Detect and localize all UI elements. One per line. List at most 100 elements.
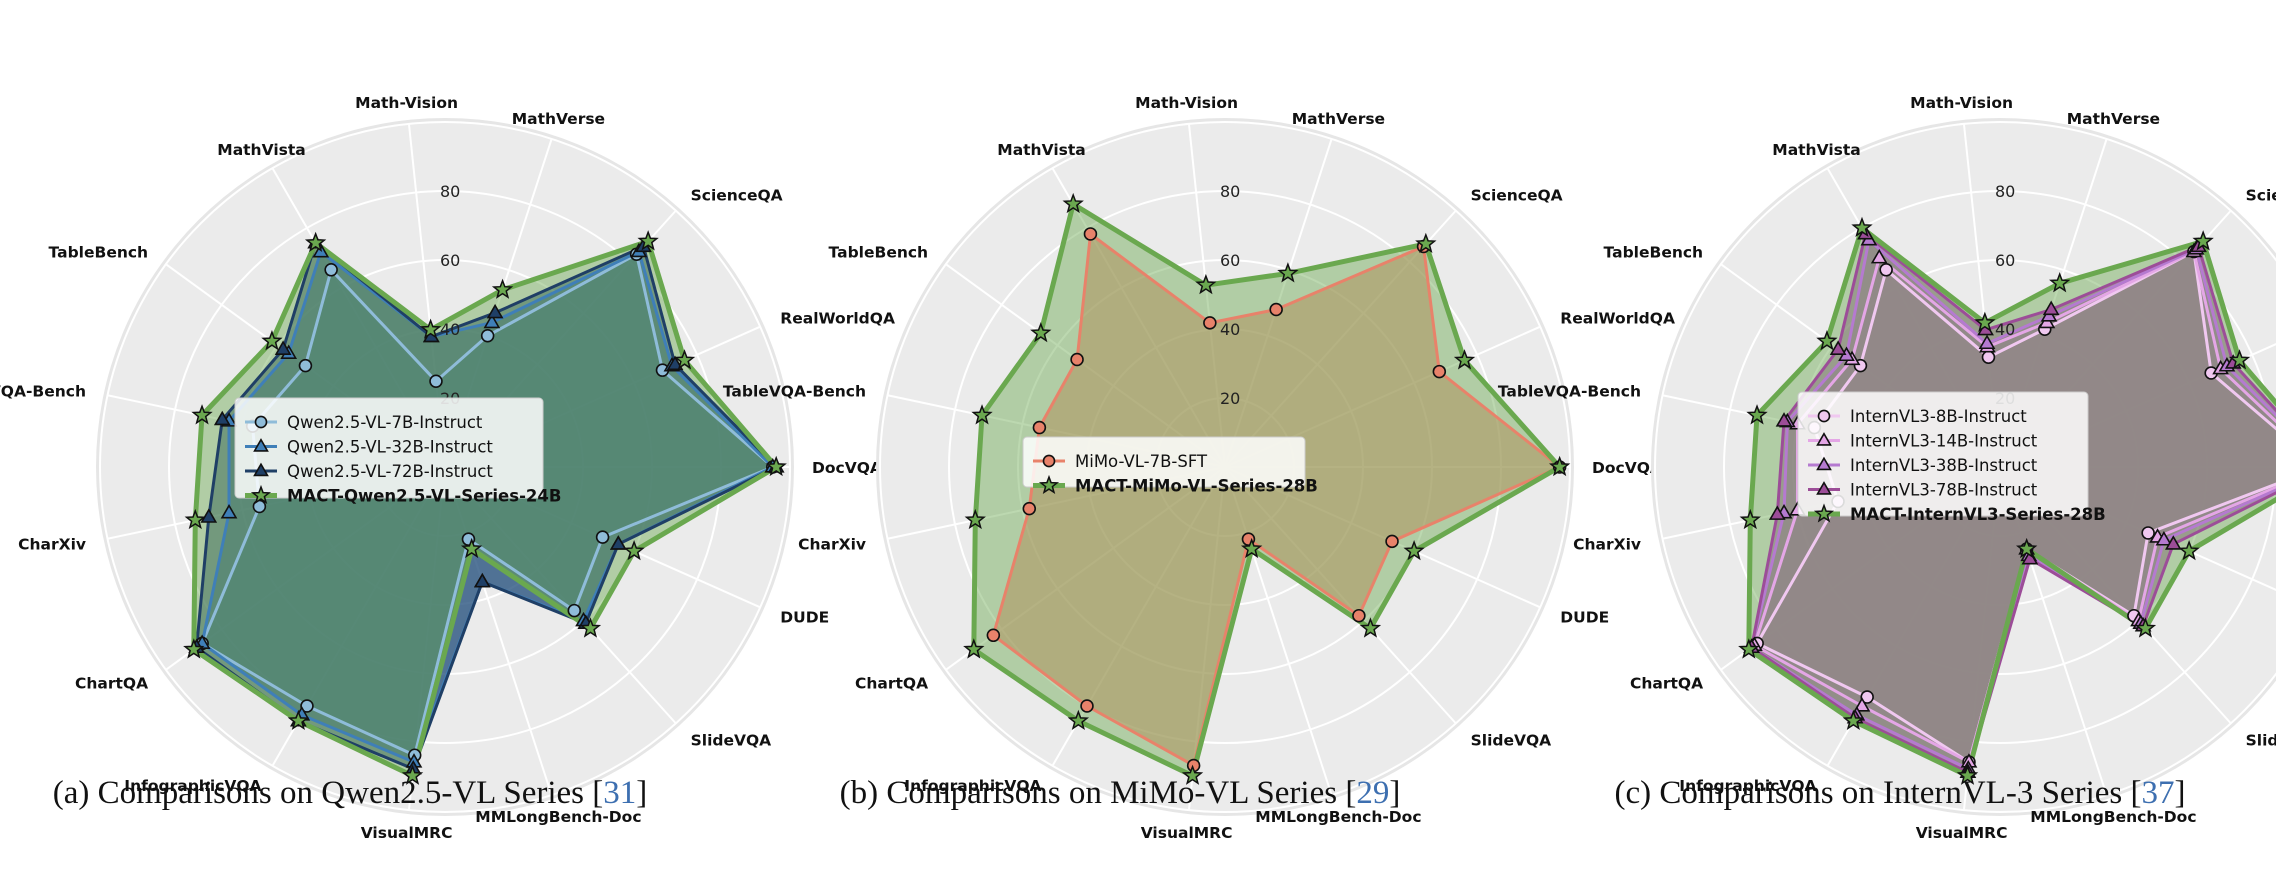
axis-label-dude: DUDE [1560, 608, 1609, 626]
axis-label-infographicvqa: InfographicVQA [1679, 777, 1816, 795]
point-mact-mimo-vl-series-28b-tablebench [1030, 321, 1052, 343]
axis-label-mmlongbench-doc: MMLongBench-Doc [475, 808, 641, 826]
axis-label-math-vision: Math-Vision [1910, 94, 2013, 112]
point-mact-mimo-vl-series-28b-chartqa [963, 638, 985, 659]
legend-label: InternVL3-38B-Instruct [1850, 456, 2038, 475]
tick-label-80: 80 [440, 182, 460, 201]
axis-label-mmlongbench-doc: MMLongBench-Doc [1255, 808, 1421, 826]
point-mact-mimo-vl-series-28b-dude [1403, 539, 1425, 561]
point-qwen2-5-vl-7b-instruct-dude [595, 530, 610, 544]
series-area-mact-mimo-vl-series-28b [973, 204, 1560, 776]
axis-label-tablebench: TableBench [829, 243, 929, 261]
legend-marker [1816, 456, 1832, 471]
point-qwen2-5-vl-7b-instruct-slidevqa [567, 603, 582, 618]
point-mact-internvl3-series-28b-visualmrc [1956, 764, 1979, 785]
axis-label-docvqa: DocVQA [1592, 459, 1662, 477]
axis-label-visualmrc: VisualMRC [1141, 824, 1233, 842]
point-internvl3-14b-instruct-mathvista [1870, 248, 1888, 264]
point-internvl3-78b-instruct-mmlongbench-doc [2021, 549, 2039, 565]
point-qwen2-5-vl-7b-instruct-mathvista [324, 263, 338, 277]
point-mact-mimo-vl-series-28b-slidevqa [1359, 617, 1382, 638]
point-internvl3-78b-instruct-tablevqa-bench [1775, 412, 1793, 427]
point-mact-internvl3-series-28b-dude [2178, 539, 2200, 561]
point-qwen2-5-vl-32b-instruct-charxiv [220, 503, 238, 519]
point-mact-internvl3-series-28b-scienceqa [2192, 230, 2214, 251]
caption-a-text: (a) Comparisons on Qwen2.5-VL Series [52, 775, 584, 811]
point-mimo-vl-7b-sft-realworldqa [1432, 364, 1447, 379]
legend-label: InternVL3-78B-Instruct [1850, 481, 2038, 500]
point-mact-internvl3-series-28b-charxiv [1739, 508, 1761, 530]
axis-label-docvqa: DocVQA [812, 459, 882, 477]
point-mact-mimo-vl-series-28b-math-vision [1195, 273, 1217, 295]
legend-marker [1816, 481, 1832, 495]
legend-label: MACT-InternVL3-Series-28B [1850, 505, 2106, 524]
axis-label-tablevqa-bench: TableVQA-Bench [723, 383, 866, 401]
tick-label-60: 60 [440, 251, 460, 270]
point-internvl3-8b-instruct-infographicvqa [1860, 690, 1874, 704]
point-internvl3-78b-instruct-dude [2164, 535, 2182, 550]
legend-entry-qwen2-5-vl-32b-instruct: Qwen2.5-VL-32B-Instruct [245, 438, 493, 457]
axis-label-scienceqa: ScienceQA [1471, 186, 1563, 204]
tick-label-20: 20 [1220, 389, 1240, 408]
point-mact-internvl3-series-28b-realworldqa [2228, 349, 2251, 370]
point-mact-internvl3-series-28b-chartqa [1738, 638, 1760, 659]
point-internvl3-8b-instruct-mathvista [1879, 263, 1893, 277]
axis-label-mathvista: MathVista [217, 141, 305, 159]
point-qwen2-5-vl-72b-instruct-charxiv [200, 508, 218, 523]
point-mact-mimo-vl-series-28b-scienceqa [1415, 232, 1437, 254]
legend-label: InternVL3-14B-Instruct [1850, 432, 2038, 451]
point-mact-qwen2-5-vl-series-24b-slidevqa [579, 617, 602, 638]
point-qwen2-5-vl-7b-instruct-math-vision [429, 374, 443, 388]
point-mact-qwen2-5-vl-series-24b-math-vision [419, 318, 442, 339]
axis-label-infographicvqa: InfographicVQA [904, 777, 1041, 795]
point-internvl3-78b-instruct-tablebench [1829, 340, 1847, 355]
caption-b-text: (b) Comparisons on MiMo-VL Series [839, 775, 1338, 811]
caption-c-text: (c) Comparisons on InternVL-3 Series [1614, 775, 2123, 811]
point-mact-qwen2-5-vl-series-24b-tablevqa-bench [191, 404, 213, 425]
point-mact-qwen2-5-vl-series-24b-realworldqa [673, 349, 696, 370]
axis-label-mathverse: MathVerse [2067, 110, 2160, 128]
legend-label: Qwen2.5-VL-32B-Instruct [287, 438, 493, 457]
legend-marker [1817, 409, 1831, 423]
axis-label-slidevqa: SlideVQA [1471, 732, 1552, 750]
point-mimo-vl-7b-sft-chartqa [986, 628, 1001, 643]
point-mimo-vl-7b-sft-tablevqa-bench [1032, 420, 1047, 435]
legend-box [234, 397, 544, 499]
axis-label-math-vision: Math-Vision [1135, 94, 1238, 112]
grid-ring-80 [1723, 190, 2276, 744]
legend-label: MiMo-VL-7B-SFT [1075, 452, 1208, 471]
point-qwen2-5-vl-7b-instruct-charxiv [252, 499, 267, 514]
point-internvl3-14b-instruct-infographicvqa [1853, 697, 1871, 712]
caption-b-ref[interactable]: 29 [1356, 775, 1390, 811]
tick-label-40: 40 [440, 320, 460, 339]
axis-label-charxiv: CharXiv [18, 535, 86, 553]
point-mimo-vl-7b-sft-mathverse [1269, 302, 1283, 317]
series-line-mact-mimo-vl-series-28b [971, 201, 1563, 779]
tick-label-40: 40 [1220, 320, 1240, 339]
legend-label: Qwen2.5-VL-7B-Instruct [287, 413, 483, 432]
legend: Qwen2.5-VL-7B-Instruct Qwen2.5-VL-32B-Ins… [234, 397, 561, 506]
point-mimo-vl-7b-sft-slidevqa [1352, 608, 1366, 623]
axis-label-math-vision: Math-Vision [355, 94, 458, 112]
legend-entry-qwen2-5-vl-7b-instruct: Qwen2.5-VL-7B-Instruct [245, 413, 483, 432]
point-mact-internvl3-series-28b-tablevqa-bench [1746, 404, 1768, 425]
legend-entry-qwen2-5-vl-72b-instruct: Qwen2.5-VL-72B-Instruct [245, 462, 493, 481]
point-qwen2-5-vl-72b-instruct-mathverse [486, 303, 504, 319]
caption-a: (a) Comparisons on Qwen2.5-VL Series [31… [52, 775, 648, 811]
point-internvl3-38b-instruct-math-vision [1978, 334, 1996, 350]
legend-entry-internvl3-38b-instruct: InternVL3-38B-Instruct [1808, 456, 2038, 475]
axis-label-mathvista: MathVista [1772, 141, 1860, 159]
point-mact-internvl3-series-28b-infographicvqa [1842, 709, 1865, 731]
axis-label-visualmrc: VisualMRC [1916, 824, 2008, 842]
caption-a-ref[interactable]: 31 [603, 775, 637, 811]
legend-marker [250, 484, 272, 505]
point-qwen2-5-vl-32b-instruct-mathverse [483, 313, 501, 329]
point-mact-mimo-vl-series-28b-infographicvqa [1067, 709, 1090, 731]
axis-label-chartqa: ChartQA [855, 675, 928, 693]
point-mact-qwen2-5-vl-series-24b-mathvista [304, 231, 327, 252]
point-mact-qwen2-5-vl-series-24b-visualmrc [401, 764, 424, 785]
caption-c-ref[interactable]: 37 [2141, 775, 2175, 811]
axis-label-charxiv: CharXiv [1573, 535, 1641, 553]
point-internvl3-78b-instruct-mathverse [2042, 300, 2060, 316]
legend-label: Qwen2.5-VL-72B-Instruct [287, 462, 493, 481]
